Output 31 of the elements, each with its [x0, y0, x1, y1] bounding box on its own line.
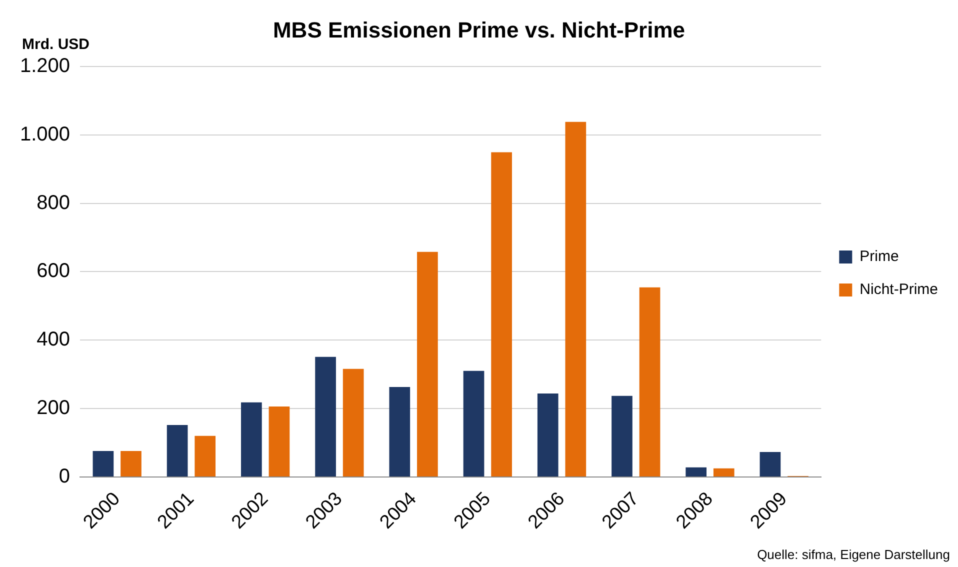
bar	[268, 406, 290, 476]
y-tick-label: 1.200	[20, 54, 70, 77]
bar	[92, 450, 114, 476]
bar	[194, 436, 216, 476]
bar	[713, 468, 734, 476]
legend-label: Prime	[860, 248, 899, 266]
y-tick-label: 600	[36, 260, 70, 282]
bar	[639, 287, 660, 476]
y-tick-label: 800	[36, 192, 70, 214]
bar	[686, 467, 707, 476]
y-tick-label: 200	[36, 397, 70, 420]
bar	[241, 402, 262, 476]
bar	[463, 370, 484, 476]
bar	[389, 387, 410, 476]
bar	[342, 368, 364, 476]
y-axis-title: Mrd. USD	[22, 36, 90, 54]
y-tick-label: 1.000	[20, 123, 70, 146]
bar	[166, 424, 188, 476]
bar	[315, 356, 336, 476]
bar	[417, 252, 438, 476]
y-tick-label: 0	[58, 466, 70, 488]
bar	[491, 152, 512, 476]
y-tick-label: 400	[36, 328, 70, 351]
legend-label: Nicht-Prime	[860, 281, 938, 298]
bar	[537, 394, 558, 476]
bar	[565, 122, 586, 476]
bar	[120, 450, 142, 476]
bar	[612, 396, 632, 476]
bar	[760, 452, 781, 476]
source-note: Quelle: sifma, Eigene Darstellung	[757, 547, 950, 562]
chart-title: MBS Emissionen Prime vs. Nicht-Prime	[272, 17, 686, 42]
